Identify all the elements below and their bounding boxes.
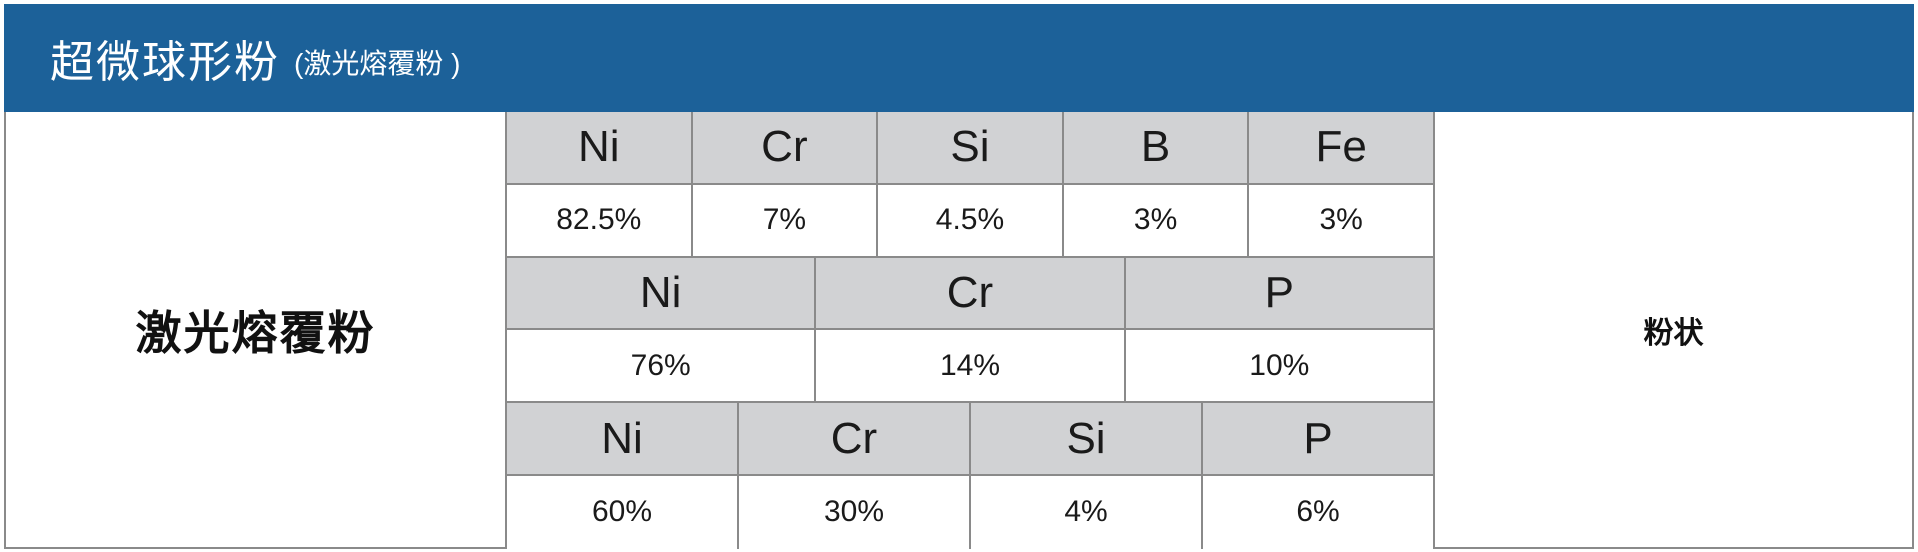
composition-2-element-row: Ni Cr P (507, 257, 1433, 331)
product-form-cell: 粉状 (1433, 112, 1912, 547)
element-cell: Cr (816, 257, 1126, 331)
element-cell: P (1203, 403, 1433, 476)
percent-cell: 10% (1125, 330, 1433, 404)
product-name-cell: 激光熔覆粉 (135, 306, 376, 359)
percent-cell: 4.5% (878, 184, 1064, 258)
percent-cell: 14% (816, 330, 1126, 404)
element-cell: Ni (507, 257, 817, 331)
percent-cell: 60% (507, 476, 739, 549)
composition-table: 激光熔覆粉 Ni Cr Si B Fe 82.5% 7% 4.5% 3% 3% … (4, 112, 1914, 549)
percent-cell: 4% (971, 476, 1203, 549)
percent-cell: 6% (1203, 476, 1433, 549)
element-cell: Ni (507, 403, 739, 476)
element-cell: Ni (507, 112, 693, 185)
section-header: 超微球形粉 (激光熔覆粉 ) (4, 4, 1914, 112)
element-cell: Fe (1249, 112, 1433, 185)
percent-cell: 3% (1063, 184, 1250, 258)
composition-grid: Ni Cr Si B Fe 82.5% 7% 4.5% 3% 3% Ni Cr … (505, 112, 1433, 549)
composition-2-value-row: 76% 14% 10% (507, 330, 1433, 404)
percent-cell: 82.5% (507, 184, 693, 258)
element-cell: B (1063, 112, 1250, 185)
percent-cell: 30% (739, 476, 971, 549)
percent-cell: 3% (1249, 184, 1433, 258)
header-subtitle: (激光熔覆粉 ) (294, 48, 461, 79)
percent-cell: 76% (507, 330, 817, 404)
element-cell: Si (878, 112, 1064, 185)
composition-1-value-row: 82.5% 7% 4.5% 3% 3% (507, 184, 1433, 258)
element-cell: P (1125, 257, 1433, 331)
header-title: 超微球形粉 (50, 38, 280, 87)
composition-3-element-row: Ni Cr Si P (507, 403, 1433, 476)
composition-1-element-row: Ni Cr Si B Fe (507, 112, 1433, 185)
element-cell: Si (971, 403, 1203, 476)
composition-3-value-row: 60% 30% 4% 6% (507, 476, 1433, 549)
element-cell: Cr (692, 112, 879, 185)
element-cell: Cr (739, 403, 971, 476)
percent-cell: 7% (692, 184, 879, 258)
